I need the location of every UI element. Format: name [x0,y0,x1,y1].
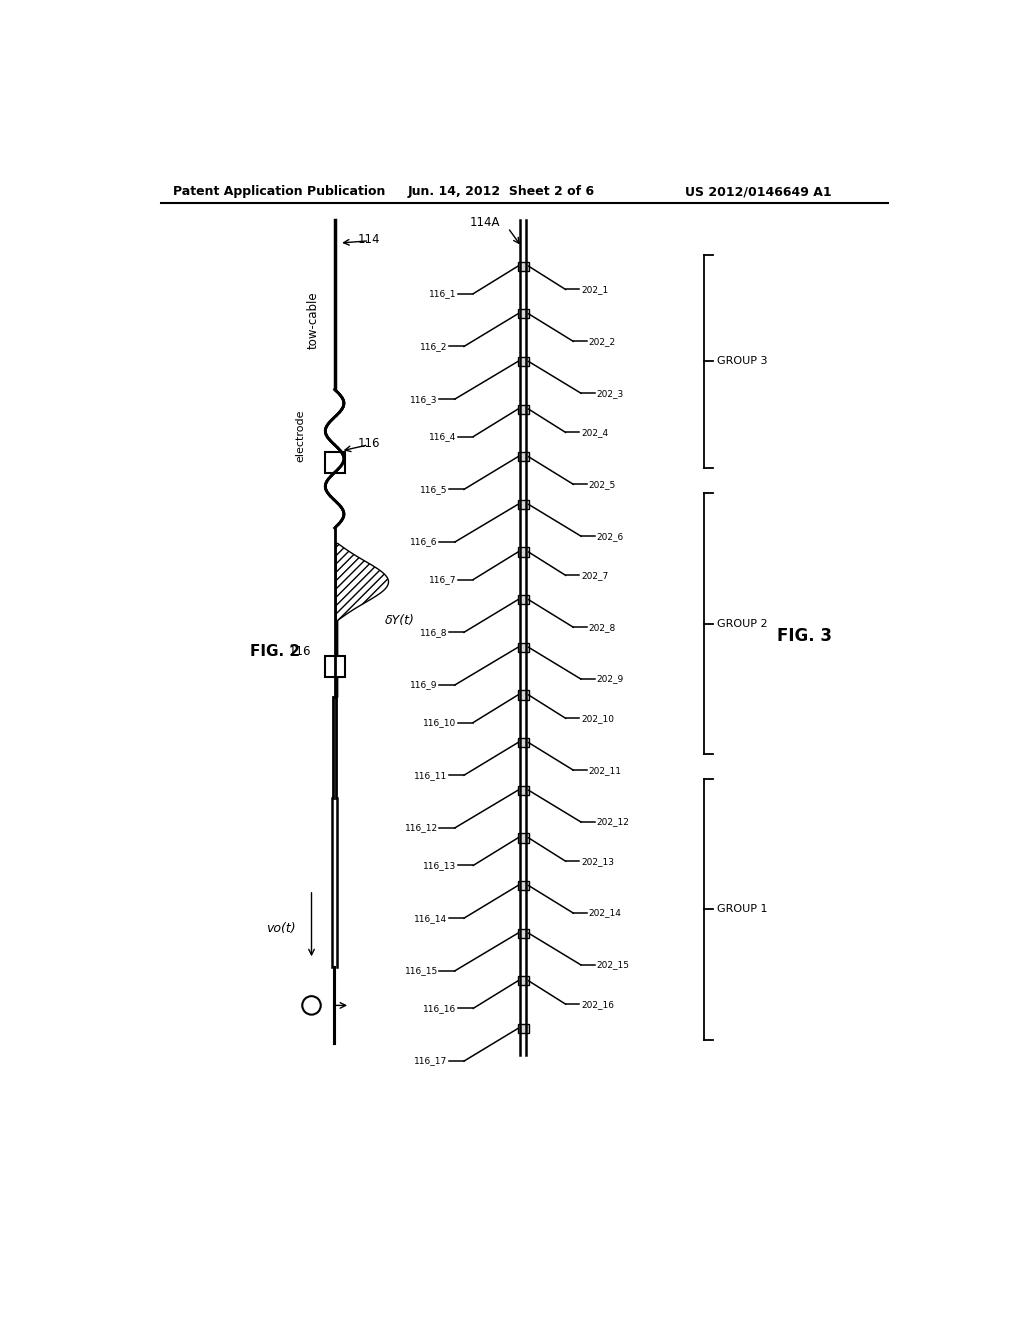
Bar [518,880,528,890]
Text: 116_17: 116_17 [414,1056,447,1065]
Text: 116_14: 116_14 [414,913,447,923]
Bar [518,309,528,318]
Text: 116_7: 116_7 [429,576,457,583]
Text: 116: 116 [289,644,311,657]
Bar [518,404,528,413]
Text: 202_6: 202_6 [596,532,624,541]
Text: 116_8: 116_8 [420,628,447,636]
Text: 116_6: 116_6 [411,537,438,546]
Text: electrode: electrode [295,409,305,462]
Text: 202_1: 202_1 [581,285,608,294]
Polygon shape [336,544,388,697]
Text: FIG. 3: FIG. 3 [777,627,833,644]
Text: 116_13: 116_13 [423,861,457,870]
Text: 202_12: 202_12 [596,817,630,826]
Bar [518,643,528,652]
Text: 202_2: 202_2 [589,337,615,346]
Text: 202_16: 202_16 [581,999,614,1008]
Bar [518,453,528,462]
Text: 116: 116 [357,437,380,450]
Bar [518,738,528,747]
Bar [518,928,528,937]
Bar [518,500,528,510]
Text: 116_11: 116_11 [414,771,447,780]
Text: GROUP 3: GROUP 3 [717,356,767,367]
Text: 116_12: 116_12 [404,824,438,833]
Text: 202_11: 202_11 [589,766,622,775]
Bar [518,785,528,795]
Text: 116_15: 116_15 [404,966,438,975]
Text: 116_1: 116_1 [429,289,457,298]
Text: GROUP 1: GROUP 1 [717,904,767,915]
Text: 202_15: 202_15 [596,961,630,969]
Text: 202_9: 202_9 [596,675,624,684]
Text: US 2012/0146649 A1: US 2012/0146649 A1 [685,185,831,198]
Text: 114: 114 [357,232,380,246]
Bar [518,548,528,557]
Bar [518,977,528,986]
Text: 202_4: 202_4 [581,428,608,437]
Text: 116_16: 116_16 [423,1005,457,1012]
Bar [518,1024,528,1034]
Bar [518,595,528,605]
Text: Patent Application Publication: Patent Application Publication [173,185,385,198]
Text: 202_3: 202_3 [596,389,624,397]
Text: tow-cable: tow-cable [306,292,319,348]
Text: 202_7: 202_7 [581,570,608,579]
Text: 202_5: 202_5 [589,479,616,488]
Bar [518,356,528,366]
Text: vo(t): vo(t) [266,921,296,935]
Bar [518,261,528,271]
Text: 116_10: 116_10 [423,718,457,727]
Text: 202_10: 202_10 [581,714,614,723]
Text: 202_13: 202_13 [581,857,614,866]
Text: 116_9: 116_9 [411,681,438,689]
Text: 116_5: 116_5 [420,484,447,494]
Bar [518,690,528,700]
Text: Jun. 14, 2012  Sheet 2 of 6: Jun. 14, 2012 Sheet 2 of 6 [408,185,595,198]
Bar [518,833,528,842]
Text: GROUP 2: GROUP 2 [717,619,767,628]
Bar [325,656,345,677]
Text: 114A: 114A [470,215,500,228]
Text: 116_3: 116_3 [411,395,438,404]
Text: FIG. 2: FIG. 2 [250,644,300,659]
Bar [325,451,345,474]
Text: 116_4: 116_4 [429,432,457,441]
Text: 116_2: 116_2 [420,342,447,351]
Text: 202_14: 202_14 [589,908,622,917]
Text: δY(t): δY(t) [385,614,415,627]
Text: 202_8: 202_8 [589,623,616,632]
